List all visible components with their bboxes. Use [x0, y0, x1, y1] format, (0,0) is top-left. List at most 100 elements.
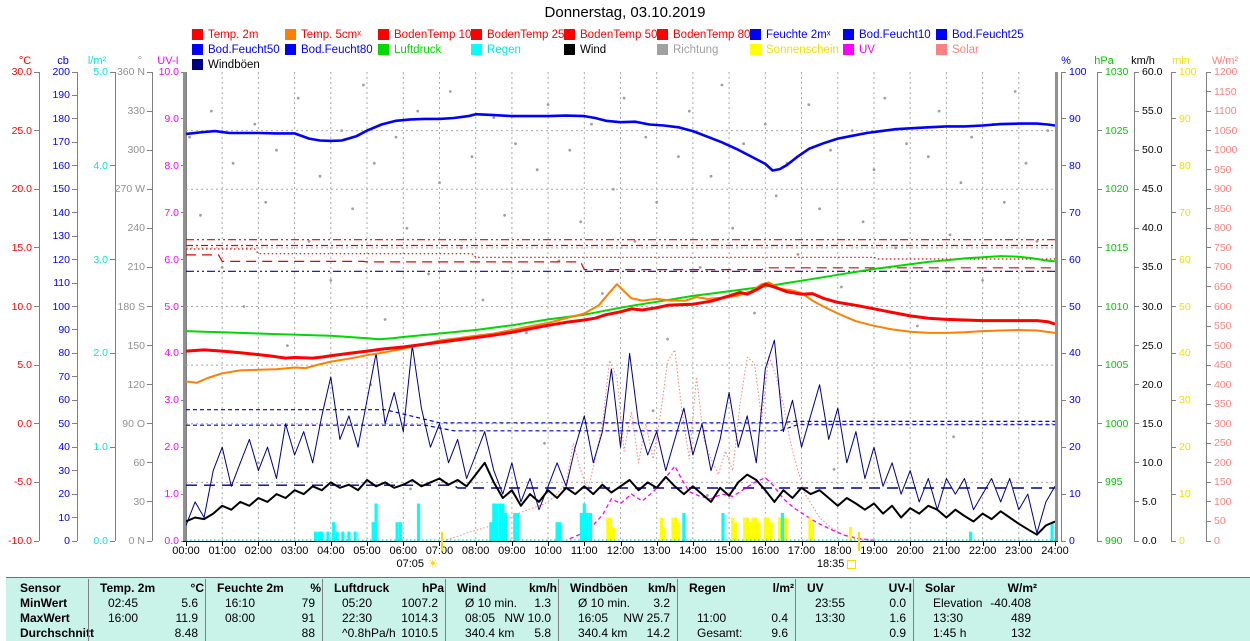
axis-%-label: 50 [1069, 300, 1081, 313]
axis-hPa-tick [1097, 423, 1102, 425]
axis-min-tick [1171, 259, 1176, 261]
table-group-solar-value: 489 [1010, 611, 1031, 625]
table-group-temp-2m-value: 5.6 [181, 596, 198, 610]
x-tick [258, 542, 260, 546]
table-row-label: MinWert [20, 596, 68, 610]
table-group-luftdruck-time: 05:20 [342, 596, 373, 610]
axis-l/m²-tick [110, 446, 115, 448]
axis-W/m²-tick [1206, 384, 1211, 386]
table-group-feuchte-2m-value: 79 [301, 596, 315, 610]
sonnenschein-bar [778, 517, 782, 541]
axis-W/m²-label: 850 [1214, 202, 1232, 215]
axis-°-tick [147, 384, 152, 386]
richtung-dot [199, 213, 202, 217]
axis-W/m²-label: 400 [1214, 378, 1232, 391]
axis-l/m²-tick [110, 540, 115, 542]
table-group-regen-value: 0.4 [771, 611, 788, 625]
axis-W/m²-tick [1206, 149, 1211, 151]
axis-°-tick [147, 71, 152, 73]
x-label: 09:00 [498, 545, 526, 557]
axis-°C-tick [34, 188, 39, 190]
axis-%-tick [1061, 540, 1066, 542]
axis-km/h-tick [1134, 345, 1139, 347]
axis-UV-I-unit: UV-I [157, 55, 179, 67]
sonnenschein-bar [784, 517, 788, 541]
axis-cb-label: 20 [58, 488, 70, 501]
x-axis-line [183, 541, 1058, 542]
axis-%-tick [1061, 259, 1066, 261]
sunrise-time: 07:05 [396, 558, 424, 570]
axis-cb-tick [72, 71, 77, 73]
table-group-windb-en-row: Ø 10 min. 3.2 [570, 596, 670, 610]
table-group-solar-time: 13:30 [933, 611, 964, 625]
regen-bar [374, 503, 378, 541]
axis-km/h-label: 35.0 [1142, 261, 1163, 274]
axis-W/m²-tick [1206, 462, 1211, 464]
axis-°-tick [147, 266, 152, 268]
sonnenschein-bar [731, 517, 735, 541]
axis-%-tick [1061, 306, 1066, 307]
table-group-wind-value: 5.8 [534, 626, 551, 640]
axis-%-label: 10 [1069, 488, 1081, 501]
sonnenschein-bar [734, 522, 738, 541]
table-separator [88, 579, 89, 641]
x-tick [584, 542, 586, 546]
richtung-dot [242, 305, 246, 308]
axis-%-label: 0 [1069, 535, 1075, 547]
axis-W/m²-label: 900 [1214, 183, 1232, 196]
legend-swatch-icon [192, 29, 203, 40]
axis-min-label: 70 [1179, 206, 1191, 219]
table-group-temp-2m-value: 11.9 [175, 611, 198, 625]
axis-km/h-label: 20.0 [1142, 378, 1163, 391]
richtung-dot [774, 194, 778, 198]
table-group-windb-en-row: 16:05 NW 25.7 [570, 611, 670, 625]
axis-cb-label: 170 [52, 136, 70, 149]
axis-hPa-label: 1010 [1105, 300, 1129, 313]
axis-UV-I-label: 10.0 [158, 66, 179, 78]
axis-cb-label: 110 [53, 277, 70, 290]
legend-swatch-icon [657, 44, 668, 55]
sunset-tick [857, 532, 860, 551]
axis-l/m²-label: 0.0 [93, 535, 108, 547]
richtung-dot [340, 129, 344, 132]
legend-swatch-icon [750, 44, 761, 55]
richtung-dot [970, 135, 974, 139]
axis-UV-I-label: 6.0 [164, 253, 179, 266]
axis-hPa-tick [1097, 540, 1102, 542]
legend-label: Wind [580, 43, 607, 56]
axis-min-label: 0 [1179, 535, 1185, 547]
table-group-regen-value: 9.6 [771, 626, 788, 640]
x-label: 07:00 [425, 545, 454, 557]
table-group-luftdruck-unit: hPa [421, 581, 444, 595]
richtung-dot [687, 109, 691, 113]
axis-min-tick [1171, 399, 1176, 401]
axis-min-label: 80 [1179, 159, 1191, 172]
table-row-label: Durchschnitt [20, 626, 95, 640]
richtung-dot [1002, 200, 1006, 204]
axis-UV-I-label: 8.0 [164, 159, 179, 172]
table-group-windb-en-unit: km/h [647, 581, 676, 595]
axis-°C-label: 20.0 [11, 183, 32, 196]
axis-°-label: 300 [127, 144, 145, 157]
richtung-dot [861, 220, 865, 224]
axis-W/m²-tick [1206, 306, 1211, 307]
sonnenschein-bar [810, 522, 814, 541]
legend-swatch-icon [285, 44, 296, 55]
x-tick [801, 542, 803, 546]
sonnenschein-bar [611, 526, 615, 541]
regen-bar [492, 503, 496, 541]
x-label: 12:00 [606, 545, 635, 557]
axis-W/m²-tick [1206, 345, 1211, 347]
richtung-dot [220, 266, 224, 269]
page-title: Donnerstag, 03.10.2019 [544, 4, 706, 21]
axis-°-label: 60 [133, 456, 145, 469]
x-tick [837, 542, 839, 546]
richtung-dot [818, 207, 821, 211]
table-group-temp-2m-time [100, 626, 108, 640]
axis-UV-I-label: 4.0 [164, 347, 179, 360]
table-separator [205, 579, 206, 641]
x-label: 06:00 [389, 545, 418, 557]
x-tick [403, 542, 405, 546]
regen-bar [504, 512, 508, 541]
axis-UV-I-label: 3.0 [164, 394, 179, 407]
